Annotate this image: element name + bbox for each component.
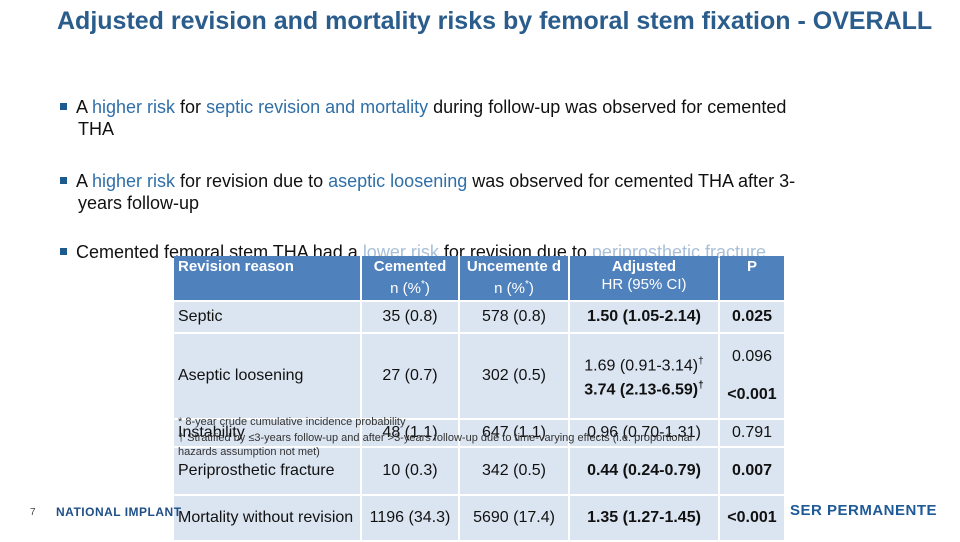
header-adjusted-hr: Adjusted HR (95% CI) — [570, 256, 718, 300]
bullet-aseptic: A higher risk for revision due to asepti… — [60, 170, 920, 214]
bullet-square-icon — [60, 248, 67, 255]
table-row: Septic 35 (0.8) 578 (0.8) 1.50 (1.05-2.1… — [174, 302, 784, 332]
page-number: 7 — [30, 507, 36, 518]
footnote-stratified-cont: hazards assumption not met) — [178, 446, 320, 458]
footer-registry-name: NATIONAL IMPLANT — [56, 505, 182, 519]
header-uncemented: Uncemente d n (%*) — [460, 256, 568, 300]
table-row: Mortality without revision 1196 (34.3) 5… — [174, 496, 784, 540]
header-cemented: Cemented n (%*) — [362, 256, 458, 300]
bullet-square-icon — [60, 177, 67, 184]
header-p: P — [720, 256, 784, 300]
kaiser-permanente-logo: SER PERMANENTE — [790, 502, 938, 519]
table-row: Periprosthetic fracture 10 (0.3) 342 (0.… — [174, 448, 784, 494]
bullet-square-icon — [60, 103, 67, 110]
table-row: Aseptic loosening 27 (0.7) 302 (0.5) 1.6… — [174, 334, 784, 418]
footnote-stratified: † Stratified by ≤3-years follow-up and a… — [178, 432, 693, 444]
footnote-crude-incidence: * 8-year crude cumulative incidence prob… — [178, 416, 406, 428]
table-header-row: Revision reason Cemented n (%*) Uncement… — [174, 256, 784, 300]
table-row: Instability 48 (1.1) 647 (1.1) 0.96 (0.7… — [174, 420, 784, 446]
revision-table: Revision reason Cemented n (%*) Uncement… — [172, 254, 786, 540]
page-title: Adjusted revision and mortality risks by… — [57, 7, 933, 35]
header-revision-reason: Revision reason — [174, 256, 360, 300]
bullet-septic: A higher risk for septic revision and mo… — [60, 96, 920, 140]
